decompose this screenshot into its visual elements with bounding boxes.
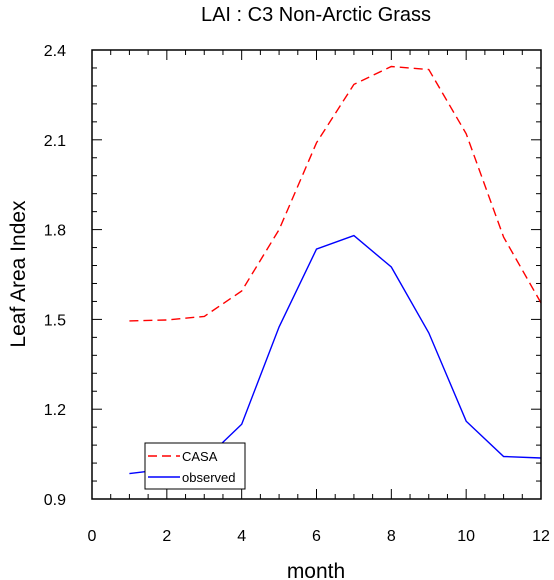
legend-label: observed bbox=[182, 470, 235, 485]
series-line-observed bbox=[129, 234, 542, 475]
y-tick-label: 1.8 bbox=[44, 223, 66, 240]
legend-box bbox=[144, 442, 246, 490]
x-tick-label: 10 bbox=[457, 528, 475, 545]
series-layer bbox=[129, 65, 542, 475]
y-tick-label: 1.5 bbox=[44, 312, 66, 329]
y-tick-label: 0.9 bbox=[44, 492, 66, 509]
x-tick-label: 2 bbox=[162, 528, 171, 545]
plot-frame bbox=[91, 49, 542, 500]
y-axis-label: Leaf Area Index bbox=[7, 200, 30, 348]
x-tick-label: 8 bbox=[387, 528, 396, 545]
y-tick-label: 2.4 bbox=[44, 43, 66, 60]
x-axis-label: month bbox=[287, 560, 345, 580]
x-tick-label: 0 bbox=[88, 528, 97, 545]
chart-title: LAI : C3 Non-Arctic Grass bbox=[201, 4, 431, 26]
x-tick-label: 12 bbox=[532, 528, 550, 545]
legend-label: CASA bbox=[182, 449, 218, 464]
legend: CASA observed bbox=[144, 442, 246, 490]
y-tick-label: 1.2 bbox=[44, 402, 66, 419]
x-tick-label: 4 bbox=[237, 528, 246, 545]
y-tick-label: 2.1 bbox=[44, 133, 66, 150]
x-tick-label: 6 bbox=[312, 528, 321, 545]
series-line-casa bbox=[129, 65, 542, 322]
tick-layer: 0 2 4 6 8 10 12 0.9 1.2 1.5 1.8 2.1 2.4 bbox=[44, 43, 550, 545]
